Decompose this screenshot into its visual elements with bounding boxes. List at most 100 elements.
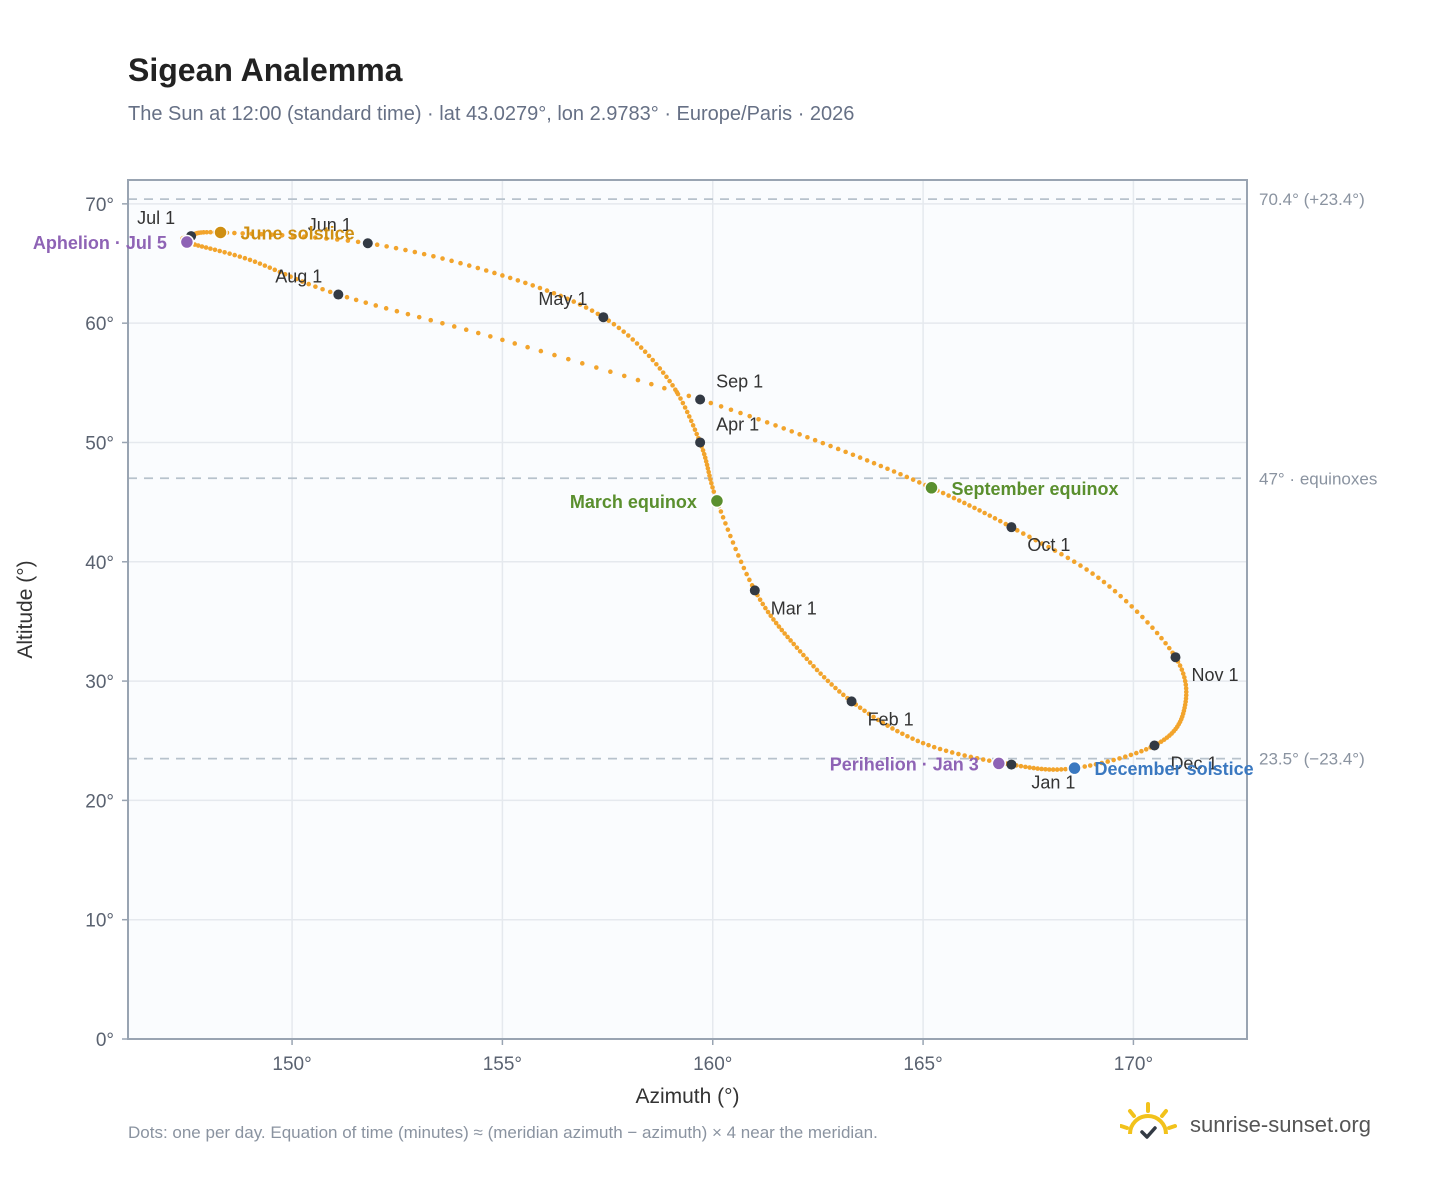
month-label: Sep 1 — [716, 372, 763, 392]
daily-dot — [1183, 689, 1189, 695]
daily-dot — [705, 466, 711, 471]
daily-dot — [616, 325, 622, 331]
daily-dot — [943, 748, 949, 754]
x-tick-label: 165° — [903, 1054, 942, 1075]
y-tick-label: 20° — [85, 791, 114, 812]
daily-dot — [277, 269, 283, 275]
daily-dot — [1033, 537, 1039, 543]
daily-dot — [1145, 620, 1150, 625]
daily-dot — [1018, 763, 1024, 769]
daily-dot — [428, 317, 434, 323]
daily-dot — [1159, 635, 1164, 641]
daily-dot — [728, 533, 733, 539]
daily-dot — [334, 237, 340, 242]
daily-dot — [895, 728, 900, 734]
daily-dot — [771, 617, 776, 622]
daily-dot — [951, 495, 957, 501]
reference-lines: 70.4° (+23.4°) 47° · equinoxes 23.5° (−23.… — [128, 190, 1377, 769]
daily-dot — [1023, 764, 1028, 770]
daily-dot — [794, 645, 800, 650]
daily-dot — [768, 613, 774, 619]
x-axis-ticks: 150° 155° 160° 165° 170° — [272, 1039, 1153, 1075]
daily-dot — [463, 327, 469, 333]
daily-dot — [1027, 534, 1032, 540]
daily-dot — [1180, 671, 1186, 676]
daily-dot — [992, 516, 998, 521]
daily-dot — [1082, 764, 1088, 769]
daily-dot — [421, 251, 427, 257]
daily-dot — [703, 459, 709, 464]
daily-dot — [905, 733, 910, 739]
y-axis-ticks: 0° 10° 20° 30° 40° 50° 60° 70° — [85, 195, 128, 1051]
daily-dot — [776, 624, 782, 629]
daily-dot — [1105, 759, 1111, 764]
brand-name: sunrise-sunset.org — [1190, 1112, 1371, 1137]
daily-dot — [773, 620, 779, 626]
month-label: Apr 1 — [716, 414, 759, 434]
daily-dot — [891, 469, 897, 474]
daily-dot — [1031, 765, 1037, 771]
daily-dot — [917, 480, 922, 485]
daily-dot — [1059, 551, 1064, 557]
daily-dot — [300, 279, 305, 284]
daily-dot — [718, 404, 724, 409]
daily-dot — [829, 682, 834, 687]
daily-dot — [403, 247, 408, 253]
daily-dot — [203, 245, 209, 250]
daily-dot — [383, 306, 389, 311]
daily-dot — [625, 333, 631, 338]
daily-dot — [208, 229, 213, 235]
brand[interactable]: sunrise-sunset.org — [1120, 1100, 1400, 1150]
month-marker — [1149, 740, 1160, 751]
daily-dot — [747, 413, 752, 419]
y-tick-label: 10° — [85, 911, 114, 932]
y-axis-label: Altitude (°) — [14, 560, 37, 658]
daily-dot — [363, 300, 369, 305]
event-label: Aphelion · Jul 5 — [33, 233, 167, 253]
daily-dot — [900, 731, 905, 737]
daily-dot — [240, 231, 245, 236]
month-label: May 1 — [538, 289, 587, 309]
daily-dot — [1058, 767, 1064, 772]
daily-dot — [654, 361, 659, 367]
month-label: Feb 1 — [868, 709, 914, 729]
daily-dot — [1071, 559, 1077, 564]
daily-dot — [1084, 567, 1089, 572]
daily-dot — [642, 349, 648, 355]
daily-dot — [1039, 541, 1045, 546]
daily-dot — [674, 389, 680, 395]
daily-dot — [638, 345, 644, 350]
daily-dot — [987, 513, 993, 518]
daily-dot — [825, 678, 831, 684]
daily-dot — [814, 667, 820, 673]
daily-dot — [500, 273, 505, 278]
daily-dot — [1020, 531, 1026, 536]
daily-dot — [910, 736, 915, 741]
daily-dot — [1112, 588, 1118, 594]
daily-dot — [915, 738, 921, 744]
daily-dot — [956, 751, 961, 757]
daily-dot — [926, 742, 931, 748]
y-tick-label: 50° — [85, 433, 114, 454]
daily-dot — [1183, 692, 1189, 698]
month-label: Jan 1 — [1031, 773, 1075, 793]
daily-dot — [571, 299, 577, 304]
daily-dot — [723, 521, 728, 526]
daily-dot — [747, 577, 752, 583]
event-label: March equinox — [570, 492, 697, 512]
daily-dot — [797, 432, 802, 437]
daily-dot — [931, 744, 937, 750]
daily-dot — [199, 244, 205, 249]
y-tick-label: 30° — [85, 672, 114, 693]
daily-dot — [1046, 767, 1052, 772]
daily-dot — [594, 365, 599, 370]
month-marker — [1006, 759, 1017, 770]
x-tick-label: 155° — [483, 1054, 522, 1075]
month-marker — [846, 696, 857, 707]
daily-dot — [701, 451, 707, 457]
daily-dot — [237, 254, 243, 259]
event-label: Perihelion · Jan 3 — [830, 754, 979, 774]
daily-dot — [692, 427, 698, 433]
daily-dot — [288, 274, 293, 280]
